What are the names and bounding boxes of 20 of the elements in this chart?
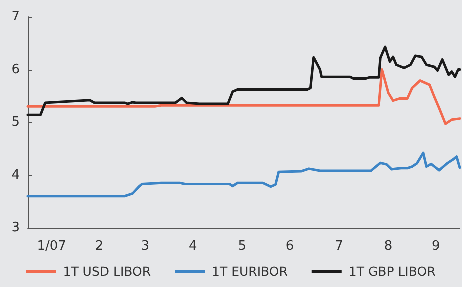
line-series	[26, 46, 462, 116]
y-tick-label: 3	[12, 220, 20, 236]
x-tick-label: 9	[432, 239, 440, 254]
x-tick-label: 3	[141, 239, 150, 254]
legend-label: 1T USD LIBOR	[63, 264, 152, 279]
x-tick-label: 5	[238, 239, 247, 254]
x-tick-label: 2	[95, 239, 104, 254]
y-tick-label: 5	[12, 115, 20, 130]
line-series	[26, 68, 462, 126]
x-tick-label: 6	[286, 239, 294, 254]
legend-label: 1T EURIBOR	[212, 264, 288, 279]
x-tick-label: 7	[335, 239, 344, 254]
line-series	[26, 152, 462, 198]
legend-label: 1T GBP LIBOR	[348, 264, 436, 279]
y-tick-label: 7	[12, 10, 20, 24]
x-tick-label: 1/07	[37, 239, 66, 254]
y-tick-label: 4	[12, 168, 20, 183]
x-tick-label: 4	[189, 239, 198, 254]
y-tick-label: 6	[12, 62, 20, 78]
x-tick-label: 8	[384, 239, 393, 254]
